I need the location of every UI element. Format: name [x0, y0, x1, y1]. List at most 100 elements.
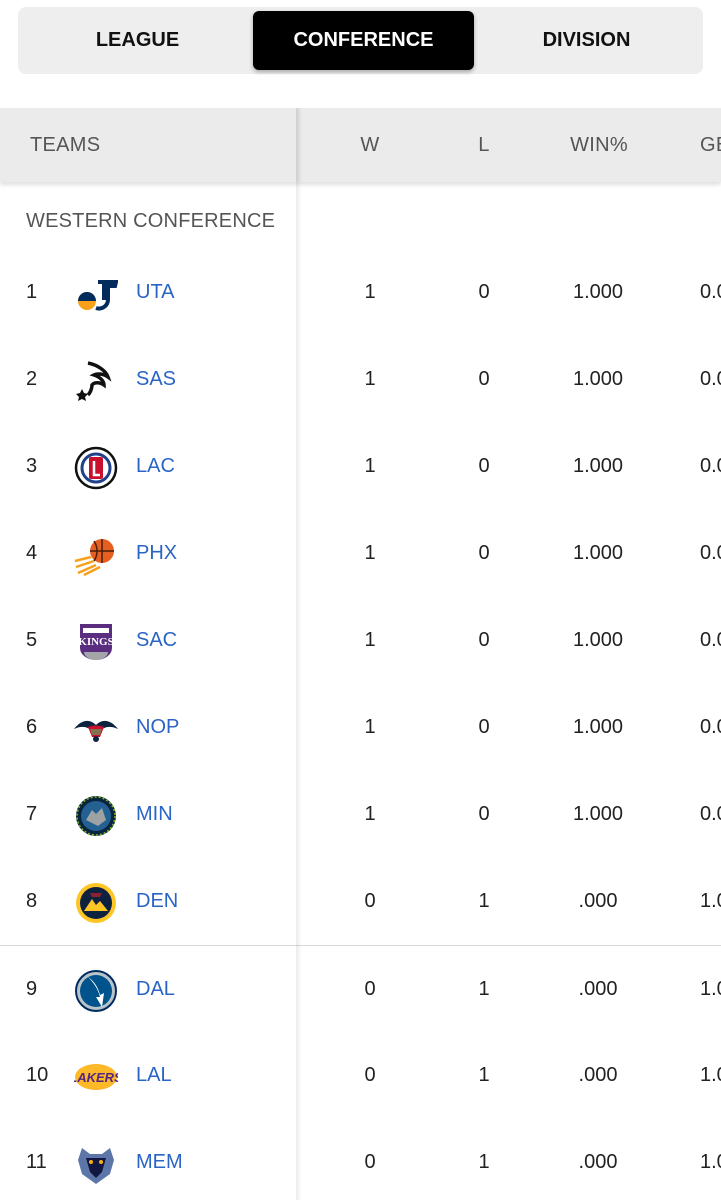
losses-value: 1	[478, 1151, 490, 1173]
frozen-column-shadow	[296, 108, 302, 182]
losses-value: 1	[478, 1064, 490, 1086]
standings-row[interactable]: 5 KINGS SAC 1 0 1.000 0.0	[0, 597, 721, 684]
team-link[interactable]: LAL	[136, 1064, 172, 1086]
games-back-value: 0.0	[700, 629, 721, 651]
team-rank: 5	[26, 629, 38, 651]
column-header-wins[interactable]: W	[360, 134, 380, 156]
losses-value: 1	[478, 978, 490, 1000]
column-header-losses[interactable]: L	[478, 134, 490, 156]
team-link[interactable]: SAC	[136, 629, 178, 651]
team-rank: 2	[26, 368, 38, 390]
tab-league[interactable]: LEAGUE	[95, 29, 180, 51]
standings-view-tabs: LEAGUE CONFERENCE DIVISION	[18, 7, 703, 74]
team-rank: 6	[26, 716, 38, 738]
win-pct-value: .000	[578, 1151, 618, 1173]
clippers-logo	[74, 446, 118, 490]
timberwolves-logo	[74, 794, 118, 838]
wins-value: 1	[364, 542, 376, 564]
win-pct-value: 1.000	[572, 803, 624, 825]
kings-logo: KINGS	[74, 620, 118, 664]
games-back-value: 0.0	[700, 368, 721, 390]
games-back-value: 0.0	[700, 281, 721, 303]
standings-table: 1 UTA 1 0 1.000 0.02 SAS 1 0 1.000 0.03 …	[0, 249, 721, 1200]
standings-row[interactable]: 10 LAKERS LAL 0 1 .000 1.0	[0, 1032, 721, 1119]
team-rank: 7	[26, 803, 38, 825]
win-pct-value: 1.000	[572, 629, 624, 651]
games-back-value: 0.0	[700, 542, 721, 564]
team-rank: 11	[26, 1151, 47, 1173]
games-back-value: 1.0	[700, 1064, 721, 1086]
losses-value: 0	[478, 368, 490, 390]
standings-row[interactable]: 9 DAL 0 1 .000 1.0	[0, 945, 721, 1032]
column-header-games-back[interactable]: GB	[700, 134, 721, 156]
svg-text:LAKERS: LAKERS	[74, 1070, 118, 1085]
team-link[interactable]: PHX	[136, 542, 178, 564]
tab-conference[interactable]: CONFERENCE	[253, 11, 474, 70]
win-pct-value: 1.000	[572, 368, 624, 390]
team-rank: 1	[26, 281, 38, 303]
svg-text:KINGS: KINGS	[78, 636, 113, 648]
win-pct-value: .000	[578, 890, 618, 912]
spurs-logo	[74, 359, 118, 403]
team-link[interactable]: DAL	[136, 978, 175, 1000]
team-rank: 3	[26, 455, 38, 477]
table-header: TEAMS W L WIN% GB	[0, 108, 721, 182]
standings-row[interactable]: 6 NOP 1 0 1.000 0.0	[0, 684, 721, 771]
team-rank: 9	[26, 978, 38, 1000]
losses-value: 0	[478, 281, 490, 303]
standings-row[interactable]: 2 SAS 1 0 1.000 0.0	[0, 336, 721, 423]
win-pct-value: 1.000	[572, 542, 624, 564]
lakers-logo: LAKERS	[74, 1055, 118, 1099]
losses-value: 0	[478, 716, 490, 738]
utah-jazz-logo	[74, 272, 118, 316]
team-link[interactable]: DEN	[136, 890, 179, 912]
losses-value: 0	[478, 542, 490, 564]
standings-row[interactable]: 4 PHX 1 0 1.000 0.0	[0, 510, 721, 597]
games-back-value: 0.0	[700, 716, 721, 738]
mavericks-logo	[74, 969, 118, 1013]
suns-logo	[74, 533, 118, 577]
win-pct-value: 1.000	[572, 281, 624, 303]
standings-row[interactable]: 7 MIN 1 0 1.000 0.0	[0, 771, 721, 858]
games-back-value: 0.0	[700, 455, 721, 477]
losses-value: 0	[478, 803, 490, 825]
losses-value: 1	[478, 890, 490, 912]
column-header-teams[interactable]: TEAMS	[30, 134, 101, 156]
wins-value: 1	[364, 803, 376, 825]
win-pct-value: .000	[578, 1064, 618, 1086]
wins-value: 0	[364, 1064, 376, 1086]
team-rank: 8	[26, 890, 38, 912]
wins-value: 1	[364, 281, 376, 303]
wins-value: 0	[364, 1151, 376, 1173]
wins-value: 1	[364, 716, 376, 738]
team-rank: 4	[26, 542, 38, 564]
team-link[interactable]: SAS	[136, 368, 177, 390]
wins-value: 1	[364, 368, 376, 390]
column-header-win-pct[interactable]: WIN%	[570, 134, 628, 156]
win-pct-value: 1.000	[572, 455, 624, 477]
wins-value: 0	[364, 978, 376, 1000]
win-pct-value: .000	[578, 978, 618, 1000]
standings-row[interactable]: 1 UTA 1 0 1.000 0.0	[0, 249, 721, 336]
wins-value: 1	[364, 455, 376, 477]
win-pct-value: 1.000	[572, 716, 624, 738]
games-back-value: 0.0	[700, 803, 721, 825]
frozen-column-shadow	[296, 182, 302, 1200]
losses-value: 0	[478, 629, 490, 651]
team-link[interactable]: MEM	[136, 1151, 183, 1173]
standings-row[interactable]: 8 DEN 0 1 .000 1.0	[0, 858, 721, 945]
team-link[interactable]: NOP	[136, 716, 180, 738]
tab-division[interactable]: DIVISION	[542, 29, 631, 51]
wins-value: 1	[364, 629, 376, 651]
team-link[interactable]: LAC	[136, 455, 175, 477]
games-back-value: 1.0	[700, 978, 721, 1000]
standings-row[interactable]: 3 LAC 1 0 1.000 0.0	[0, 423, 721, 510]
team-link[interactable]: MIN	[136, 803, 173, 825]
pelicans-logo	[74, 707, 118, 751]
grizzlies-logo	[74, 1142, 118, 1186]
team-rank: 10	[26, 1064, 49, 1086]
standings-row[interactable]: 11 MEM 0 1 .000 1.0	[0, 1119, 721, 1200]
team-link[interactable]: UTA	[136, 281, 175, 303]
wins-value: 0	[364, 890, 376, 912]
nuggets-logo	[74, 881, 118, 925]
